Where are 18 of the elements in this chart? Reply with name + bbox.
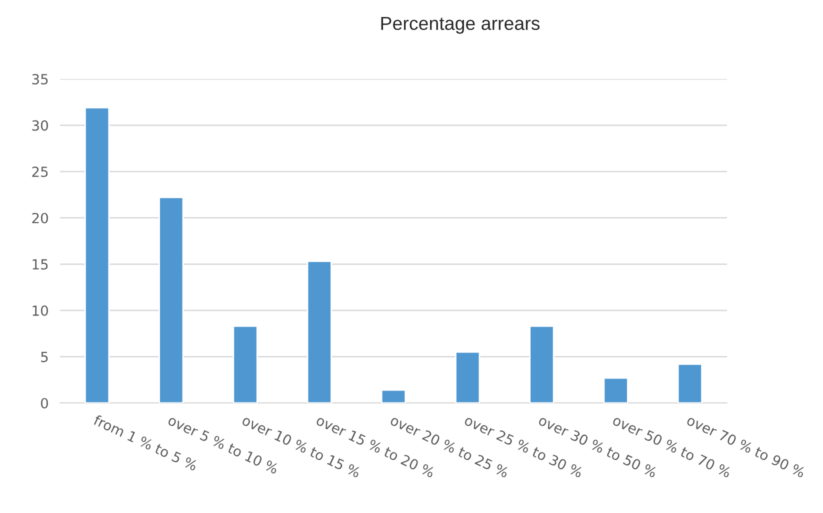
bar <box>306 260 332 403</box>
y-tick-label: 15 <box>32 259 48 270</box>
bar <box>380 389 406 403</box>
y-tick-label: 20 <box>32 212 48 224</box>
y-tick-label: 10 <box>32 305 48 316</box>
bar <box>529 325 554 403</box>
bar <box>158 196 184 403</box>
y-tick-label: 35 <box>32 74 48 84</box>
bar <box>603 377 628 403</box>
bar <box>84 107 110 403</box>
bar <box>455 351 480 403</box>
y-tick-label: 5 <box>41 352 48 362</box>
y-tick-label: 0 <box>40 398 48 408</box>
bar <box>677 363 702 403</box>
y-tick-label: 30 <box>32 120 48 131</box>
bar <box>232 325 258 403</box>
y-tick-label: 25 <box>32 166 48 178</box>
chart-title: Percentage arrears <box>381 16 540 34</box>
